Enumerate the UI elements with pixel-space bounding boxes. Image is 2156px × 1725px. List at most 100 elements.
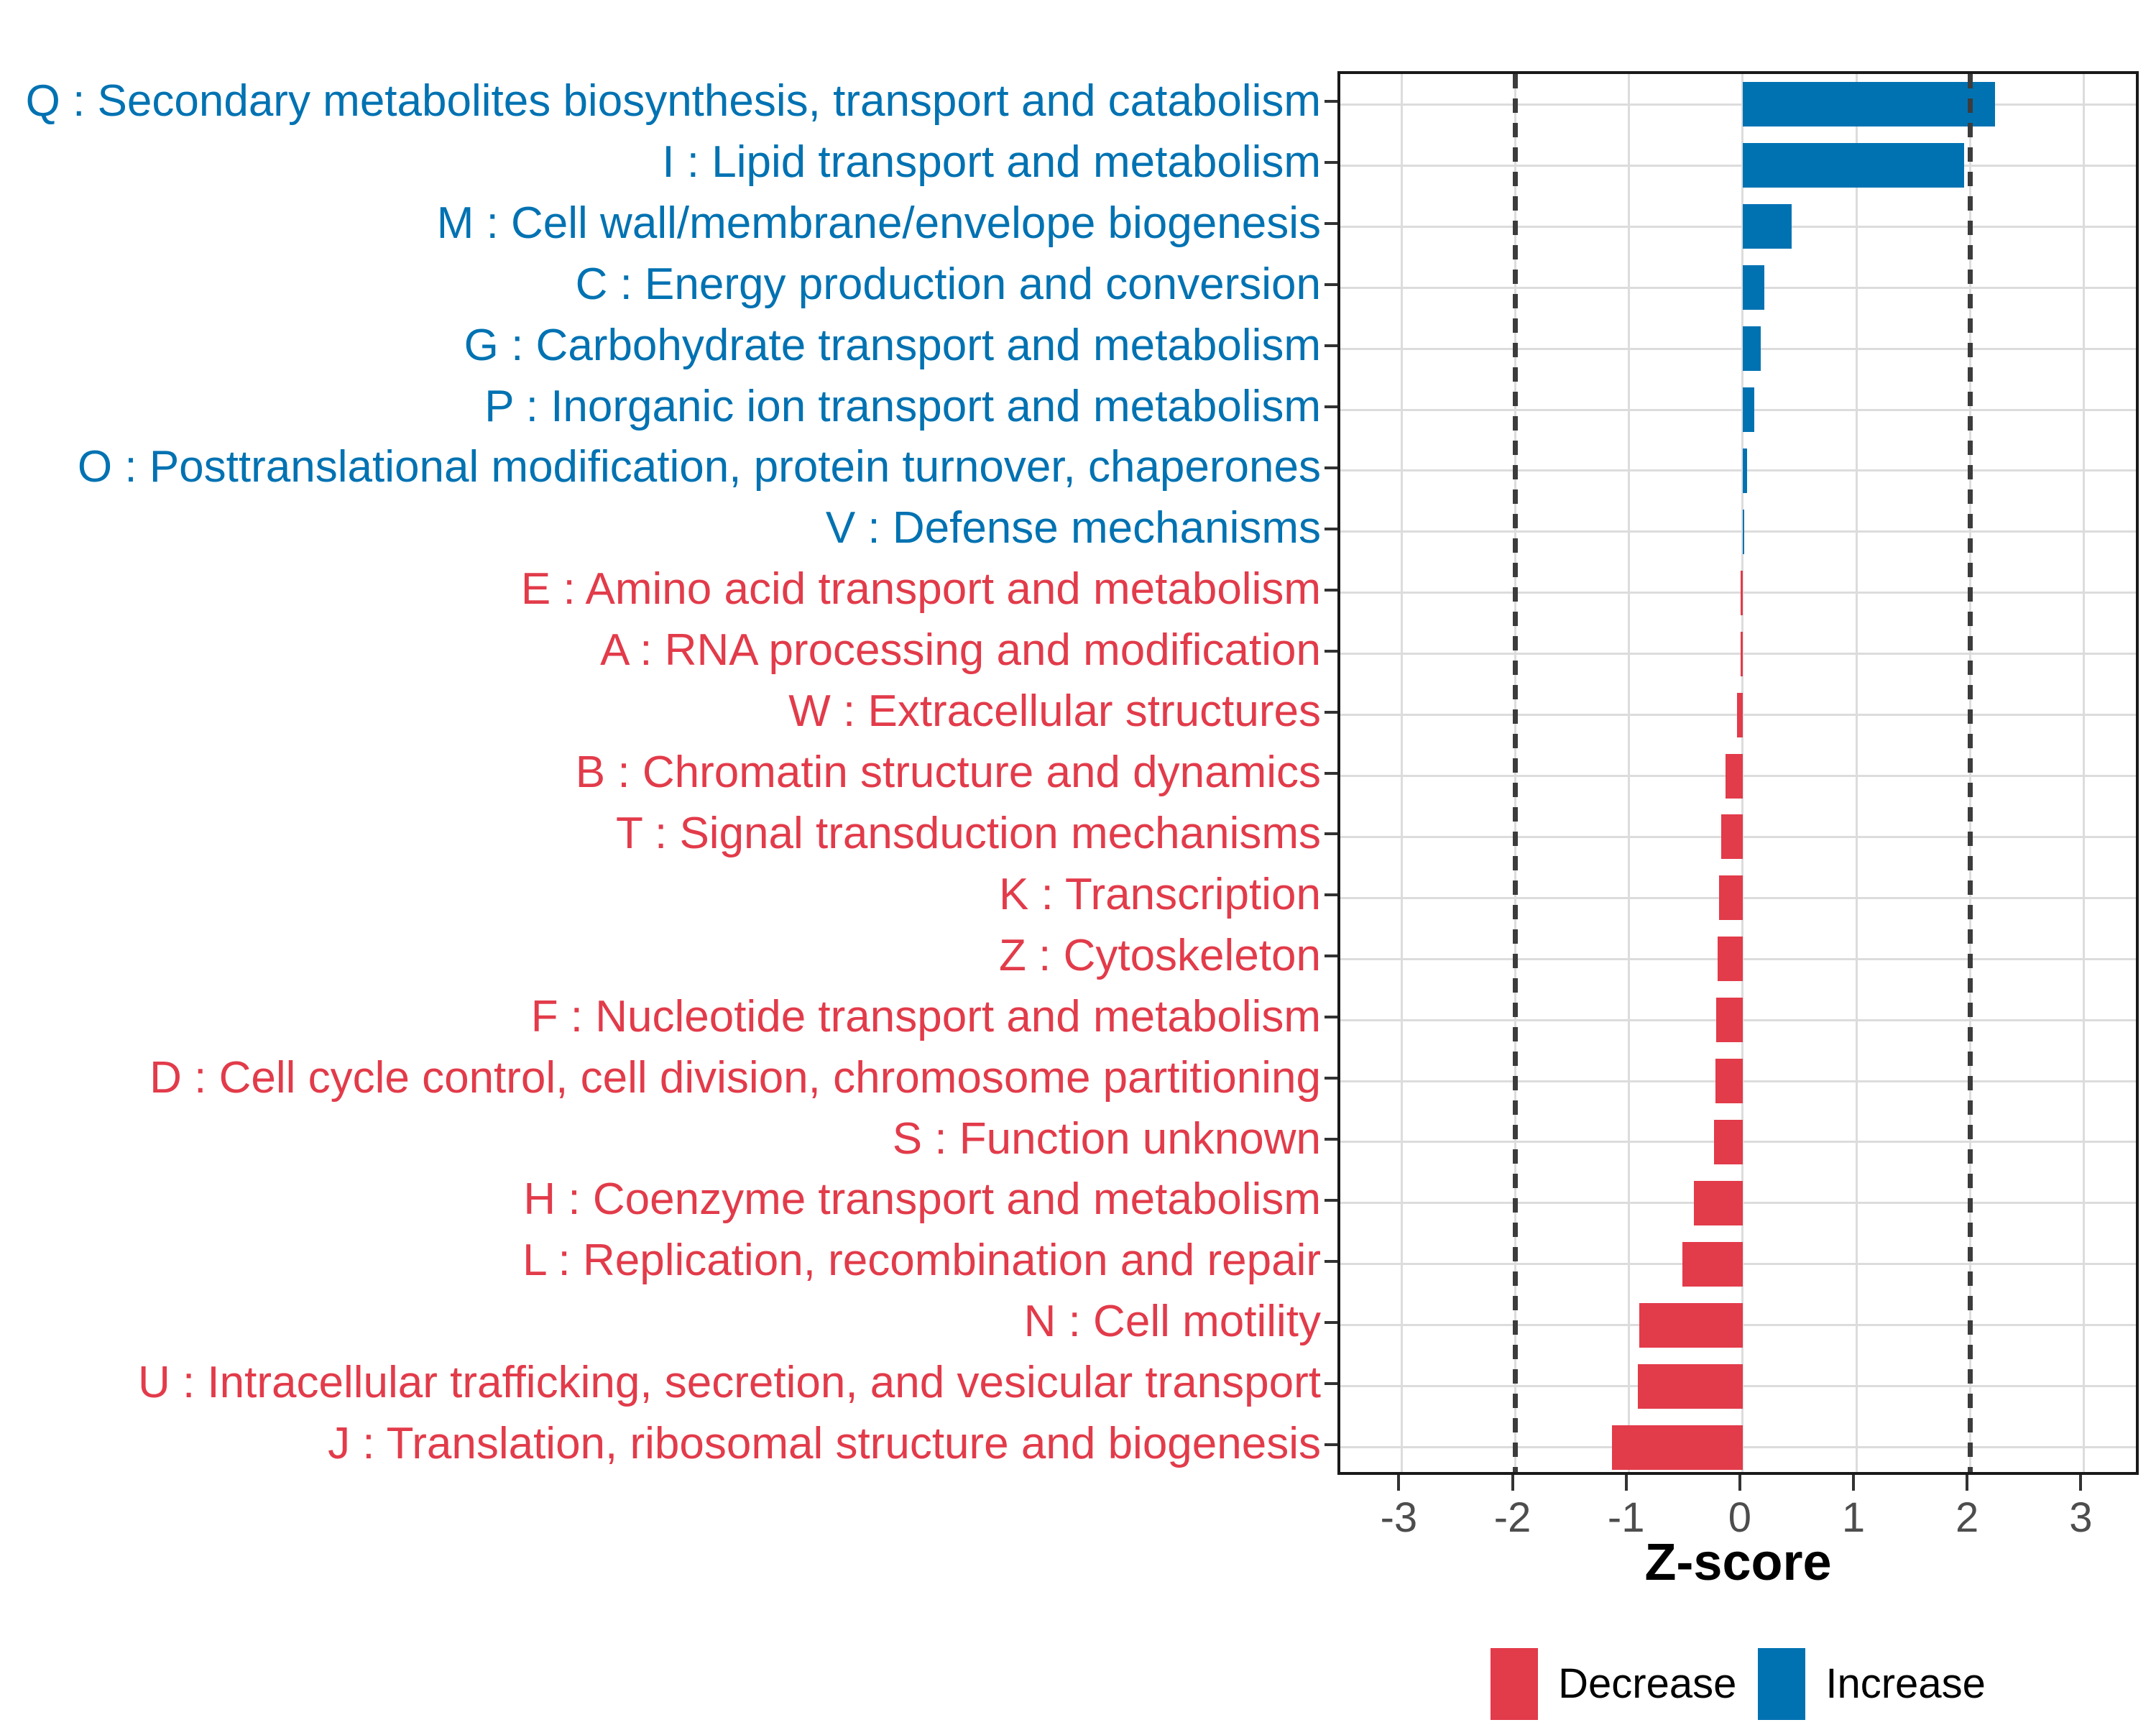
x-gridline xyxy=(1400,74,1403,1472)
zscore-bar xyxy=(1736,692,1743,737)
y-gridline xyxy=(1340,469,2136,472)
threshold-dashed-line xyxy=(1967,74,1973,1472)
y-tick-mark xyxy=(1325,1198,1337,1202)
zscore-bar xyxy=(1714,1119,1743,1164)
y-tick-mark xyxy=(1325,1016,1337,1019)
y-gridline xyxy=(1340,530,2136,533)
category-label: T : Signal transduction mechanisms xyxy=(616,808,1321,858)
category-label: I : Lipid transport and metabolism xyxy=(662,137,1321,187)
x-tick-label: 1 xyxy=(1841,1494,1866,1541)
legend-item-increase: Increase xyxy=(1758,1648,1986,1720)
category-label: K : Transcription xyxy=(999,869,1321,919)
y-tick-mark xyxy=(1325,222,1337,226)
x-axis-title: Z-score xyxy=(1644,1534,1832,1591)
y-tick-mark xyxy=(1325,649,1337,653)
category-label: V : Defense mechanisms xyxy=(825,503,1321,553)
y-tick-mark xyxy=(1325,466,1337,469)
zscore-bar xyxy=(1638,1363,1743,1409)
category-label: B : Chromatin structure and dynamics xyxy=(575,748,1321,798)
category-label: U : Intracellular trafficking, secretion… xyxy=(137,1358,1321,1408)
y-gridline xyxy=(1340,286,2136,289)
y-tick-mark xyxy=(1325,1137,1337,1141)
x-tick-mark xyxy=(1966,1475,1969,1491)
zscore-bar xyxy=(1742,265,1764,310)
plot-panel xyxy=(1337,71,2139,1475)
y-tick-mark xyxy=(1325,893,1337,897)
zscore-bar xyxy=(1742,387,1754,433)
x-tick-label: -2 xyxy=(1493,1494,1531,1541)
zscore-bar xyxy=(1611,1425,1743,1470)
x-tick-label: -1 xyxy=(1607,1494,1645,1541)
zscore-bar xyxy=(1718,875,1743,921)
y-gridline xyxy=(1340,103,2136,106)
y-tick-mark xyxy=(1325,1259,1337,1263)
zscore-bar xyxy=(1742,82,1995,127)
x-tick-mark xyxy=(1738,1475,1741,1491)
x-tick-label: 3 xyxy=(2069,1494,2093,1541)
category-label: H : Coenzyme transport and metabolism xyxy=(523,1174,1321,1225)
legend-label-decrease: Decrease xyxy=(1558,1660,1737,1707)
category-label: N : Cell motility xyxy=(1023,1297,1321,1347)
y-tick-mark xyxy=(1325,1443,1337,1446)
category-label: C : Energy production and conversion xyxy=(575,259,1321,309)
y-tick-mark xyxy=(1325,954,1337,958)
zscore-bar xyxy=(1715,1059,1743,1104)
y-tick-mark xyxy=(1325,283,1337,287)
x-tick-mark xyxy=(1511,1475,1514,1491)
x-tick-label: 2 xyxy=(1955,1494,1979,1541)
zscore-bar xyxy=(1718,937,1743,982)
legend-label-increase: Increase xyxy=(1825,1660,1986,1707)
category-label: Z : Cytoskeleton xyxy=(999,930,1321,980)
zscore-bar xyxy=(1716,998,1743,1043)
y-tick-mark xyxy=(1325,1381,1337,1385)
y-tick-mark xyxy=(1325,832,1337,836)
y-gridline xyxy=(1340,592,2136,594)
x-gridline xyxy=(1628,74,1631,1472)
threshold-dashed-line xyxy=(1513,74,1519,1472)
increase-color-swatch xyxy=(1758,1648,1806,1720)
category-label: A : RNA processing and modification xyxy=(600,625,1321,676)
category-label: J : Translation, ribosomal structure and… xyxy=(328,1419,1321,1469)
category-label: G : Carbohydrate transport and metabolis… xyxy=(464,320,1321,370)
x-gridline xyxy=(1855,74,1858,1472)
zscore-bar xyxy=(1742,143,1965,188)
y-tick-mark xyxy=(1325,588,1337,592)
y-tick-mark xyxy=(1325,1077,1337,1080)
category-label: S : Function unknown xyxy=(892,1113,1321,1164)
zscore-bar xyxy=(1742,448,1748,493)
y-tick-mark xyxy=(1325,527,1337,530)
zscore-bar xyxy=(1693,1180,1743,1225)
zscore-bar xyxy=(1720,814,1743,860)
x-tick-mark xyxy=(1397,1475,1401,1491)
zscore-bar xyxy=(1741,570,1743,615)
category-label: E : Amino acid transport and metabolism xyxy=(520,564,1321,615)
y-tick-mark xyxy=(1325,771,1337,775)
category-label: P : Inorganic ion transport and metaboli… xyxy=(484,381,1321,431)
y-tick-mark xyxy=(1325,405,1337,409)
zscore-bar xyxy=(1726,753,1743,799)
x-tick-mark xyxy=(2079,1475,2083,1491)
y-gridline xyxy=(1340,225,2136,228)
zscore-bar xyxy=(1742,326,1761,372)
y-tick-mark xyxy=(1325,100,1337,104)
legend: Decrease Increase xyxy=(1337,1648,2139,1720)
x-gridline xyxy=(1741,74,1744,1472)
category-label: O : Posttranslational modification, prot… xyxy=(77,442,1321,492)
y-tick-mark xyxy=(1325,710,1337,714)
category-label: Q : Secondary metabolites biosynthesis, … xyxy=(25,76,1321,126)
x-tick-mark xyxy=(1852,1475,1856,1491)
y-gridline xyxy=(1340,164,2136,167)
y-gridline xyxy=(1340,347,2136,350)
x-gridline xyxy=(2082,74,2085,1472)
zscore-bar xyxy=(1742,509,1745,554)
y-gridline xyxy=(1340,408,2136,411)
x-tick-label: 0 xyxy=(1728,1494,1751,1541)
category-label: F : Nucleotide transport and metabolism xyxy=(530,991,1321,1041)
y-tick-mark xyxy=(1325,161,1337,165)
legend-item-decrease: Decrease xyxy=(1491,1648,1736,1720)
zscore-bar xyxy=(1742,204,1792,249)
category-label: L : Replication, recombination and repai… xyxy=(522,1236,1321,1286)
decrease-color-swatch xyxy=(1491,1648,1539,1720)
x-tick-mark xyxy=(1624,1475,1628,1491)
